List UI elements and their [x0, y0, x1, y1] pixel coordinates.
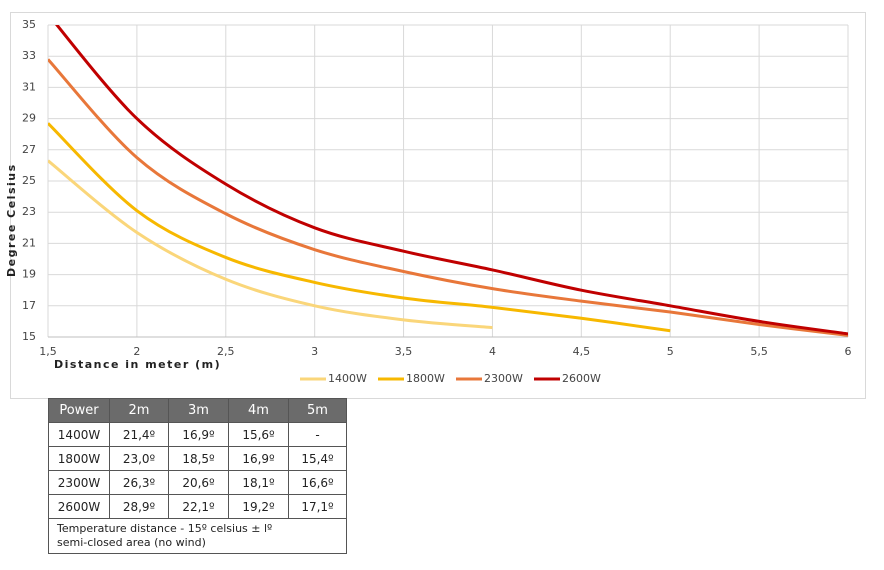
table-cell: 2600W [48, 494, 110, 519]
chart: Degree Celsius Distance in meter (m) 151… [5, 12, 866, 399]
y-tick-label: 25 [22, 174, 36, 187]
x-tick-label: 4 [489, 345, 496, 358]
header-cell: 5m [288, 398, 347, 423]
note-line: semi-closed area (no wind) [57, 536, 206, 549]
x-tick-label: 2,5 [217, 345, 235, 358]
header-cell: Power [48, 398, 110, 423]
chart-frame [10, 12, 866, 399]
y-tick-label: 27 [22, 143, 36, 156]
table-cell: 17,1º [288, 494, 347, 519]
x-tick-label: 3 [311, 345, 318, 358]
header-cell: 2m [109, 398, 169, 423]
legend-label: 1800W [406, 372, 445, 385]
note-cell: Temperature distance - 15º celsius ± lº s… [48, 518, 347, 554]
table-cell: 15,4º [288, 446, 347, 471]
table-header: Power 2m 3m 4m 5m [48, 398, 347, 423]
x-tick-label: 5,5 [750, 345, 768, 358]
x-tick-label: 5 [667, 345, 674, 358]
y-tick-label: 33 [22, 49, 36, 62]
table-cell: - [288, 422, 347, 447]
table-cell: 26,3º [109, 470, 169, 495]
table-cell: 28,9º [109, 494, 169, 519]
series-line [48, 58, 848, 337]
y-tick-label: 23 [22, 205, 36, 218]
table-cell: 18,1º [228, 470, 289, 495]
y-tick-label: 15 [22, 330, 36, 343]
table-cell: 1800W [48, 446, 110, 471]
x-tick-label: 6 [845, 345, 852, 358]
table-cell: 16,6º [288, 470, 347, 495]
y-tick-label: 31 [22, 80, 36, 93]
table-cell: 19,2º [228, 494, 289, 519]
y-tick-label: 29 [22, 112, 36, 125]
header-cell: 3m [168, 398, 229, 423]
table-cell: 20,6º [168, 470, 229, 495]
table-row: 2600W 28,9º 22,1º 19,2º 17,1º [48, 494, 347, 519]
header-cell: 4m [228, 398, 289, 423]
series-line [48, 122, 671, 333]
table-cell: 21,4º [109, 422, 169, 447]
x-tick-label: 4,5 [573, 345, 591, 358]
x-axis-title: Distance in meter (m) [54, 358, 221, 371]
x-tick-label: 1,5 [39, 345, 57, 358]
table-row: 2300W 26,3º 20,6º 18,1º 16,6º [48, 470, 347, 495]
note-line: Temperature distance - 15º celsius ± lº [57, 522, 273, 535]
legend-label: 2600W [562, 372, 601, 385]
table-cell: 15,6º [228, 422, 289, 447]
table-cell: 22,1º [168, 494, 229, 519]
table-cell: 18,5º [168, 446, 229, 471]
table-cell: 23,0º [109, 446, 169, 471]
x-tick-label: 2 [133, 345, 140, 358]
note-row: Temperature distance - 15º celsius ± lº s… [48, 518, 347, 554]
y-tick-label: 21 [22, 236, 36, 249]
table-cell: 2300W [48, 470, 110, 495]
y-axis-title: Degree Celsius [5, 163, 18, 277]
y-tick-label: 17 [22, 299, 36, 312]
data-table: Power 2m 3m 4m 5m 1400W 21,4º 16,9º 15,6º -1800W… [48, 398, 347, 554]
table-row: 1400W 21,4º 16,9º 15,6º - [48, 422, 347, 447]
table-row: 1800W 23,0º 18,5º 16,9º 15,4º [48, 446, 347, 471]
series-line [55, 25, 848, 336]
series-line [48, 159, 493, 330]
y-tick-label: 19 [22, 268, 36, 281]
table-cell: 16,9º [168, 422, 229, 447]
legend-label: 2300W [484, 372, 523, 385]
y-tick-label: 35 [22, 18, 36, 31]
legend-label: 1400W [328, 372, 367, 385]
table-cell: 1400W [48, 422, 110, 447]
table-cell: 16,9º [228, 446, 289, 471]
x-tick-label: 3,5 [395, 345, 413, 358]
